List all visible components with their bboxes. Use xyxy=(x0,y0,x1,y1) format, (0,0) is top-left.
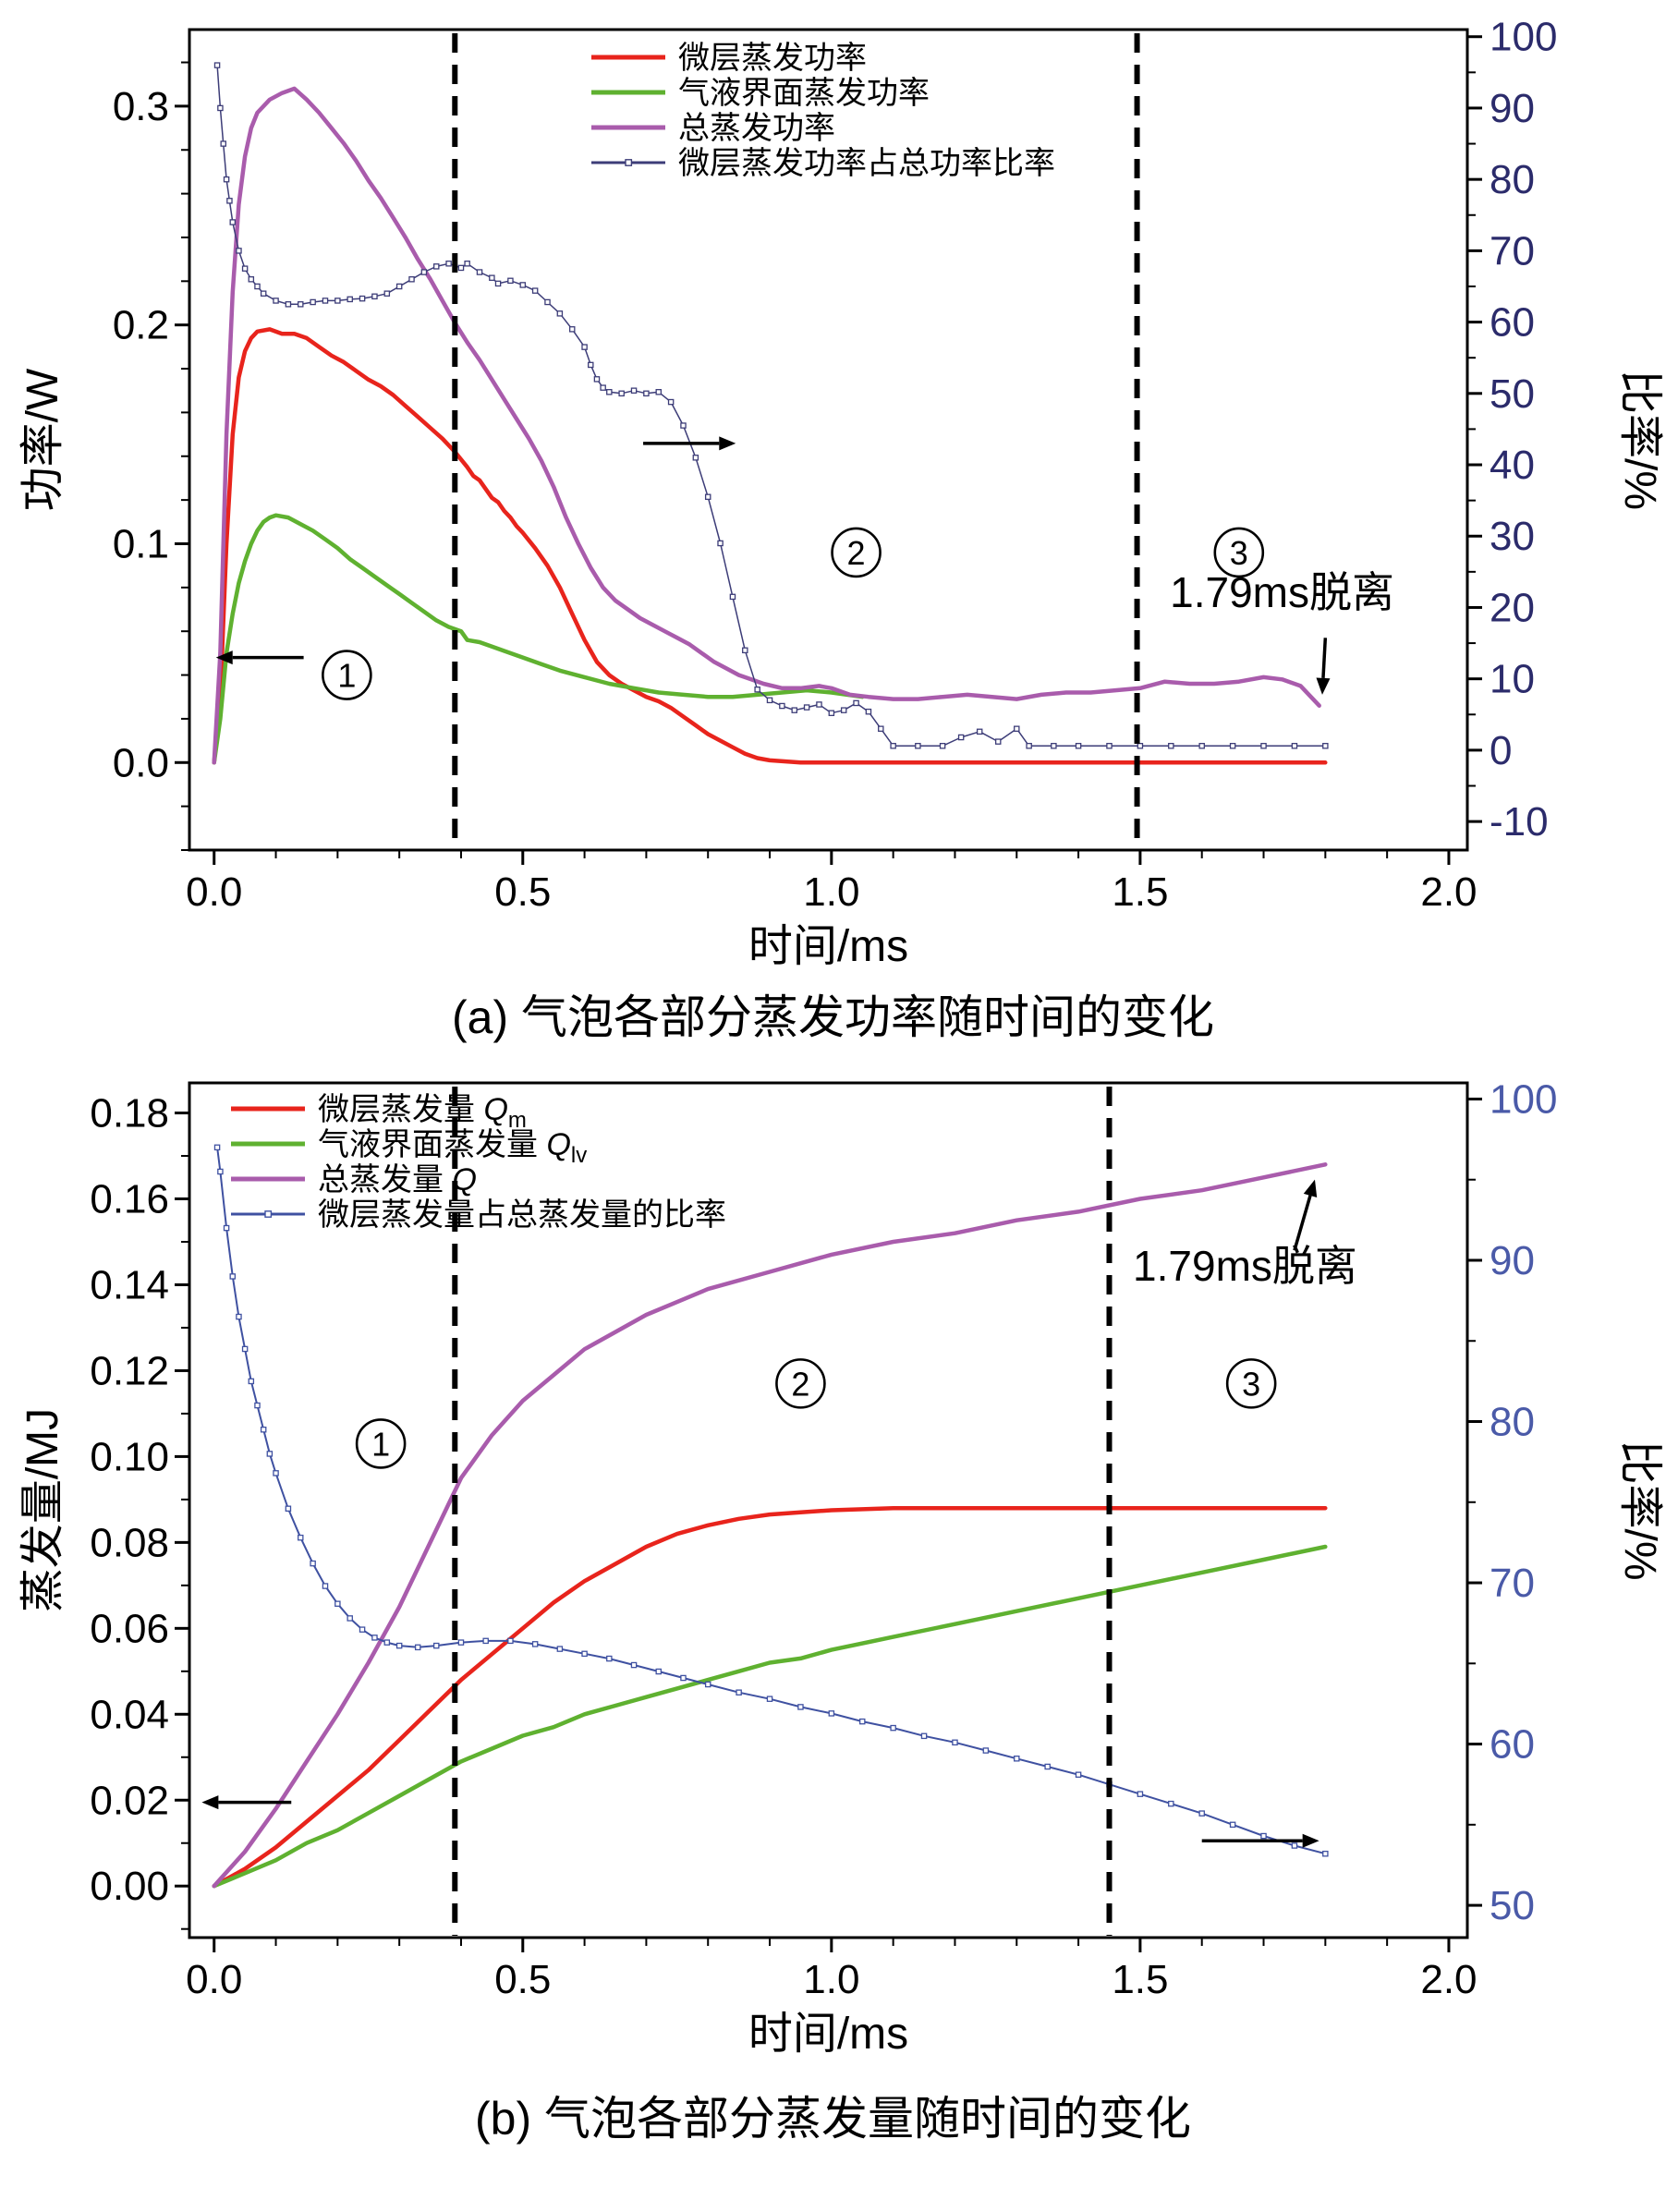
svg-text:0: 0 xyxy=(1490,728,1512,773)
svg-text:0.02: 0.02 xyxy=(90,1778,169,1823)
svg-text:1.79ms脱离: 1.79ms脱离 xyxy=(1170,568,1394,616)
svg-text:-10: -10 xyxy=(1490,799,1549,845)
svg-text:1.5: 1.5 xyxy=(1112,1957,1168,2002)
svg-text:1.79ms脱离: 1.79ms脱离 xyxy=(1133,1242,1357,1290)
svg-text:70: 70 xyxy=(1490,1561,1535,1606)
svg-text:0.5: 0.5 xyxy=(494,869,551,915)
svg-text:1.5: 1.5 xyxy=(1112,869,1168,915)
svg-text:微层蒸发量占总蒸发量的比率: 微层蒸发量占总蒸发量的比率 xyxy=(318,1197,726,1233)
svg-text:0.1: 0.1 xyxy=(113,521,169,566)
chart-b-evaporation-vs-time: 0.0 0.5 1.0 1.5 2.0 0.00 0.02 0.04 0.06 0.08 0.10 0… xyxy=(18,1076,1664,2059)
svg-text:总蒸发量 Q: 总蒸发量 Q xyxy=(318,1162,477,1197)
panel-b: 0.0 0.5 1.0 1.5 2.0 0.00 0.02 0.04 0.06 0.08 0.10 0… xyxy=(0,1060,1666,2148)
svg-text:0.14: 0.14 xyxy=(90,1262,169,1307)
svg-text:0.06: 0.06 xyxy=(90,1606,169,1651)
svg-text:气液界面蒸发功率: 气液界面蒸发功率 xyxy=(678,76,930,111)
svg-text:0.2: 0.2 xyxy=(113,303,169,348)
figure-page: 0.0 0.5 1.0 1.5 2.0 0.0 0.1 0.2 0.3 -10 0 10 20 30 40 5… xyxy=(0,9,1666,2148)
svg-text:80: 80 xyxy=(1490,1400,1535,1445)
svg-text:微层蒸发功率占总功率比率: 微层蒸发功率占总功率比率 xyxy=(678,146,1055,181)
svg-text:0.08: 0.08 xyxy=(90,1520,169,1565)
svg-text:微层蒸发功率: 微层蒸发功率 xyxy=(678,41,867,76)
svg-text:90: 90 xyxy=(1490,1238,1535,1283)
svg-text:总蒸发功率: 总蒸发功率 xyxy=(678,111,835,146)
svg-text:70: 70 xyxy=(1490,228,1535,273)
svg-text:0.0: 0.0 xyxy=(113,740,169,785)
svg-text:比率/%: 比率/% xyxy=(1615,370,1664,510)
svg-text:2: 2 xyxy=(791,1365,809,1403)
svg-text:时间/ms: 时间/ms xyxy=(748,2010,908,2059)
svg-text:60: 60 xyxy=(1490,1722,1535,1768)
svg-text:功率/W: 功率/W xyxy=(18,368,67,511)
svg-text:1: 1 xyxy=(337,657,356,695)
svg-text:2.0: 2.0 xyxy=(1420,869,1477,915)
svg-text:60: 60 xyxy=(1490,300,1535,346)
panel-b-caption: (b) 气泡各部分蒸发量随时间的变化 xyxy=(475,2093,1191,2145)
svg-text:1.0: 1.0 xyxy=(803,1957,859,2002)
svg-text:0.16: 0.16 xyxy=(90,1177,169,1222)
svg-text:0.5: 0.5 xyxy=(494,1957,551,2002)
svg-text:比率/%: 比率/% xyxy=(1615,1440,1664,1580)
svg-text:3: 3 xyxy=(1242,1365,1260,1403)
panel-a: 0.0 0.5 1.0 1.5 2.0 0.0 0.1 0.2 0.3 -10 0 10 20 30 40 5… xyxy=(0,9,1666,1047)
svg-text:蒸发量/MJ: 蒸发量/MJ xyxy=(18,1408,67,1612)
svg-text:时间/ms: 时间/ms xyxy=(748,922,908,971)
svg-text:2.0: 2.0 xyxy=(1420,1957,1477,2002)
svg-text:90: 90 xyxy=(1490,86,1535,131)
svg-text:1: 1 xyxy=(371,1425,390,1463)
svg-text:10: 10 xyxy=(1490,657,1535,702)
svg-text:0.0: 0.0 xyxy=(186,869,242,915)
svg-text:50: 50 xyxy=(1490,371,1535,417)
svg-text:20: 20 xyxy=(1490,585,1535,630)
svg-text:微层蒸发量 Qm: 微层蒸发量 Qm xyxy=(318,1092,527,1133)
svg-text:0.04: 0.04 xyxy=(90,1692,169,1737)
svg-text:50: 50 xyxy=(1490,1883,1535,1928)
svg-text:0.10: 0.10 xyxy=(90,1434,169,1479)
svg-text:0.00: 0.00 xyxy=(90,1864,169,1909)
svg-text:0.12: 0.12 xyxy=(90,1348,169,1393)
svg-text:1.0: 1.0 xyxy=(803,869,859,915)
panel-a-caption: (a) 气泡各部分蒸发功率随时间的变化 xyxy=(452,991,1214,1043)
chart-a-power-vs-time: 0.0 0.5 1.0 1.5 2.0 0.0 0.1 0.2 0.3 -10 0 10 20 30 40 5… xyxy=(18,15,1664,971)
svg-text:100: 100 xyxy=(1490,15,1557,60)
svg-text:0.3: 0.3 xyxy=(113,84,169,129)
svg-text:气液界面蒸发量 Qlv: 气液界面蒸发量 Qlv xyxy=(318,1127,587,1168)
svg-text:0.0: 0.0 xyxy=(186,1957,242,2002)
svg-text:3: 3 xyxy=(1230,534,1248,572)
svg-text:100: 100 xyxy=(1490,1076,1557,1122)
svg-text:0.18: 0.18 xyxy=(90,1091,169,1136)
svg-text:2: 2 xyxy=(847,534,866,572)
svg-text:40: 40 xyxy=(1490,443,1535,488)
svg-text:80: 80 xyxy=(1490,157,1535,202)
svg-text:30: 30 xyxy=(1490,514,1535,559)
